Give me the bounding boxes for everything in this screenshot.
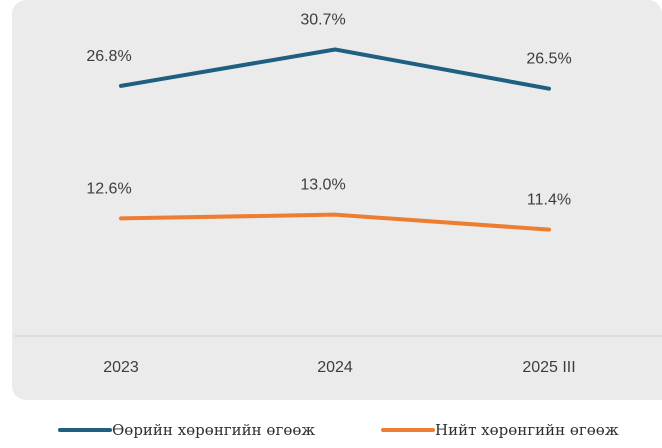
legend-label: Өөрийн хөрөнгийн өгөөж <box>112 421 315 439</box>
plot-background <box>12 0 662 400</box>
data-label: 11.4% <box>527 192 571 209</box>
x-tick-label: 2025 III <box>522 359 575 376</box>
x-tick-label: 2023 <box>103 359 139 376</box>
data-label: 26.5% <box>526 51 571 68</box>
series-line-1 <box>119 47 551 91</box>
data-label: 30.7% <box>300 11 345 28</box>
data-label: 13.0% <box>300 177 345 194</box>
data-label: 12.6% <box>86 180 131 197</box>
legend-label: Нийт хөрөнгийн өгөөж <box>435 421 619 439</box>
series-line-2 <box>119 212 551 232</box>
data-label: 26.8% <box>86 48 131 65</box>
x-tick-label: 2024 <box>317 359 353 376</box>
